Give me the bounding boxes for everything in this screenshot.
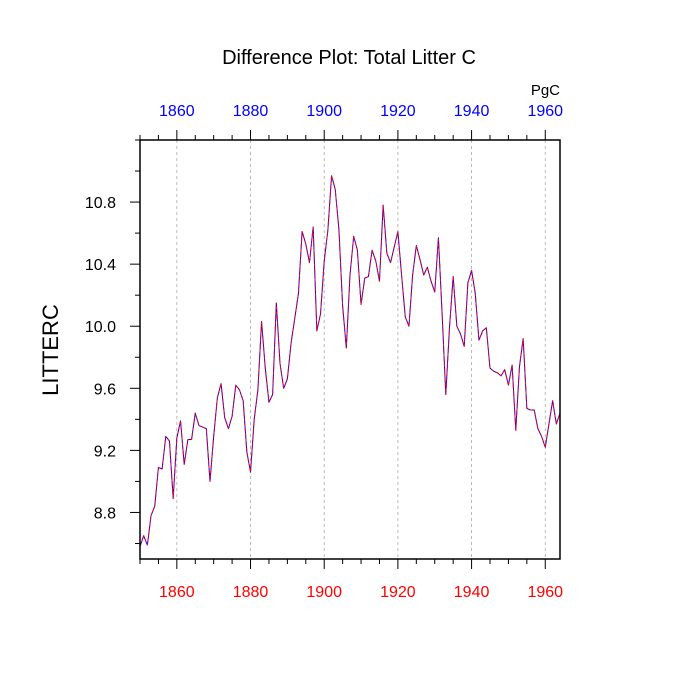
x-tick-label-bottom: 1920	[380, 584, 416, 601]
x-tick-label-top: 1900	[306, 103, 342, 120]
axis-ticks	[130, 130, 546, 569]
series-lines	[139, 175, 561, 547]
y-tick-label: 10.4	[85, 257, 116, 274]
series-line-1	[139, 175, 561, 547]
y-tick-label: 9.6	[94, 381, 116, 398]
x-tick-label-top: 1880	[233, 103, 269, 120]
x-tick-label-top: 1960	[527, 103, 563, 120]
y-tick-label: 9.2	[94, 443, 116, 460]
x-tick-label-bottom: 1940	[454, 584, 490, 601]
y-axis-label: LITTERC	[38, 304, 63, 396]
x-tick-label-bottom: 1900	[306, 584, 342, 601]
y-tick-label: 10.8	[85, 195, 116, 212]
series-line-2	[139, 175, 561, 547]
x-tick-label-bottom: 1960	[527, 584, 563, 601]
chart-title: Difference Plot: Total Litter C	[222, 47, 476, 69]
x-tick-label-bottom: 1860	[159, 584, 195, 601]
y-tick-label: 10.0	[85, 319, 116, 336]
x-tick-label-bottom: 1880	[233, 584, 269, 601]
x-tick-label-top: 1920	[380, 103, 416, 120]
plot-frame	[139, 139, 561, 560]
y-tick-label: 8.8	[94, 505, 116, 522]
units-label: PgC	[531, 82, 560, 99]
x-tick-label-top: 1860	[159, 103, 195, 120]
tick-labels: 1860 1860 1880 1880 1900 1900 1920 1920 1940 1940…	[85, 103, 563, 601]
x-gridlines	[176, 140, 546, 559]
x-tick-label-top: 1940	[454, 103, 490, 120]
